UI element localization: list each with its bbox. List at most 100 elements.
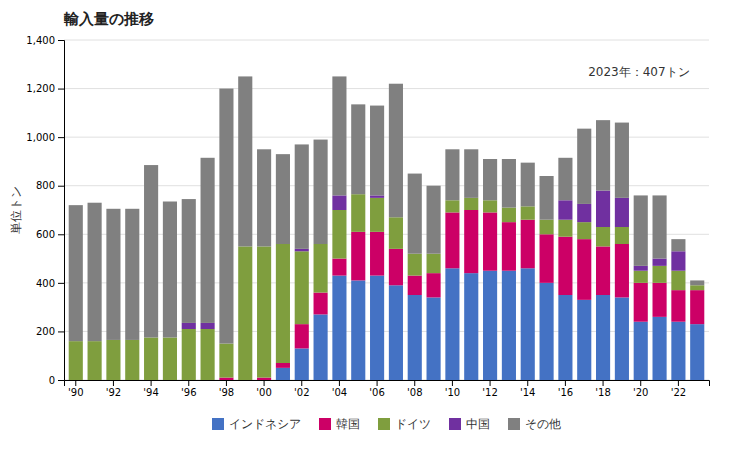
x-tick: '96 bbox=[181, 380, 196, 398]
x-tick: '92 bbox=[106, 380, 121, 398]
x-tick-label: '02 bbox=[294, 387, 309, 398]
x-tick: '16 bbox=[558, 380, 573, 398]
y-tick-mark bbox=[58, 137, 64, 138]
bar bbox=[182, 199, 196, 323]
grid-line bbox=[64, 40, 709, 41]
bar bbox=[201, 329, 215, 380]
y-tick: 200 bbox=[36, 326, 64, 337]
bar bbox=[502, 271, 516, 380]
grid-line bbox=[64, 282, 709, 283]
bar bbox=[314, 140, 328, 244]
bar bbox=[464, 210, 478, 273]
bar bbox=[558, 237, 572, 295]
bars bbox=[69, 76, 705, 380]
bar bbox=[634, 195, 648, 265]
x-tick-mark bbox=[377, 380, 378, 386]
bar bbox=[88, 341, 102, 380]
x-tick: '06 bbox=[369, 380, 384, 398]
y-tick: 1,200 bbox=[26, 83, 64, 94]
bar bbox=[690, 324, 704, 380]
bar bbox=[389, 285, 403, 380]
bar bbox=[351, 194, 365, 232]
bar bbox=[257, 149, 271, 246]
bar bbox=[653, 283, 667, 317]
bar bbox=[427, 297, 441, 380]
x-tick-label: '96 bbox=[181, 387, 196, 398]
bar bbox=[445, 200, 459, 212]
annotation: 2023年：407トン bbox=[588, 65, 689, 79]
x-tick-label: '20 bbox=[633, 387, 648, 398]
y-tick: 400 bbox=[36, 278, 64, 289]
bar bbox=[445, 149, 459, 200]
x-tick-mark bbox=[188, 380, 189, 386]
x-tick-mark bbox=[75, 380, 76, 386]
legend-swatch bbox=[449, 418, 461, 430]
bar bbox=[238, 246, 252, 380]
bar bbox=[182, 323, 196, 329]
y-tick: 1,000 bbox=[26, 132, 64, 143]
bar bbox=[596, 120, 610, 190]
x-tick-label: '92 bbox=[106, 387, 121, 398]
x-tick: '08 bbox=[407, 380, 422, 398]
y-tick-mark bbox=[58, 186, 64, 187]
bar bbox=[577, 222, 591, 239]
y-tick-label: 1,000 bbox=[26, 132, 55, 143]
legend-swatch bbox=[378, 418, 390, 430]
bar bbox=[690, 280, 704, 285]
grid bbox=[64, 40, 709, 380]
x-tick-mark bbox=[226, 380, 227, 386]
y-tick-mark bbox=[58, 89, 64, 90]
bar bbox=[558, 220, 572, 237]
x-tick-label: '16 bbox=[558, 387, 573, 398]
x-tick: '98 bbox=[219, 380, 234, 398]
x-tick-mark bbox=[414, 380, 415, 386]
bar bbox=[408, 254, 422, 276]
bar bbox=[502, 159, 516, 208]
bar bbox=[125, 340, 139, 380]
bar bbox=[276, 363, 290, 368]
bar bbox=[671, 239, 685, 251]
y-tick: 0 bbox=[49, 375, 64, 386]
y-tick: 1,400 bbox=[26, 35, 64, 46]
bar bbox=[596, 227, 610, 246]
bar bbox=[615, 198, 629, 227]
y-tick-mark bbox=[58, 40, 64, 41]
bar bbox=[351, 280, 365, 380]
bar bbox=[671, 271, 685, 290]
bar bbox=[163, 202, 177, 338]
x-axis-line bbox=[65, 381, 710, 387]
bar bbox=[690, 285, 704, 290]
bar bbox=[314, 244, 328, 293]
legend-label: 韓国 bbox=[336, 417, 360, 431]
x-tick-mark bbox=[151, 380, 152, 386]
bar bbox=[163, 338, 177, 381]
bar bbox=[615, 297, 629, 380]
x-tick-label: '08 bbox=[407, 387, 422, 398]
legend-label: その他 bbox=[525, 417, 561, 431]
x-tick-mark bbox=[264, 380, 265, 386]
bar bbox=[502, 222, 516, 271]
y-axis: 02004006008001,0001,2001,400 bbox=[26, 35, 64, 386]
y-tick-label: 400 bbox=[36, 278, 55, 289]
series bbox=[276, 268, 704, 380]
bar bbox=[577, 129, 591, 204]
bar bbox=[653, 317, 667, 380]
bar bbox=[596, 295, 610, 380]
bar bbox=[219, 378, 233, 380]
plot: '90'92'94'96'98'00'02'04'06'08'10'12'14'… bbox=[26, 35, 709, 398]
bar bbox=[295, 251, 309, 324]
x-tick: '22 bbox=[671, 380, 686, 398]
bar bbox=[521, 268, 535, 380]
bar bbox=[615, 244, 629, 297]
bar bbox=[577, 239, 591, 300]
y-tick-label: 1,400 bbox=[26, 35, 55, 46]
bar bbox=[445, 212, 459, 268]
bar bbox=[653, 195, 667, 258]
legend-item: 中国 bbox=[449, 417, 490, 431]
x-tick-label: '94 bbox=[143, 387, 158, 398]
x-tick-label: '14 bbox=[520, 387, 535, 398]
bar bbox=[540, 283, 554, 380]
x-tick: '02 bbox=[294, 380, 309, 398]
bar bbox=[276, 154, 290, 244]
x-tick-label: '90 bbox=[68, 387, 83, 398]
